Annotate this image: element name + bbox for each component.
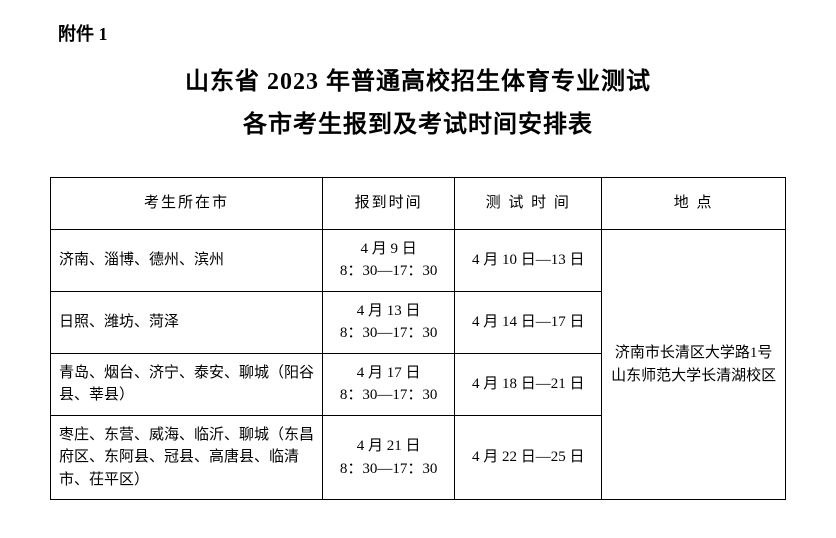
cell-city: 济南、淄博、德州、滨州 (51, 229, 323, 291)
header-city: 考生所在市 (51, 178, 323, 230)
table-row: 济南、淄博、德州、滨州 4 月 9 日 8：30—17：30 4 月 10 日—… (51, 229, 786, 291)
title-line-2: 各市考生报到及考试时间安排表 (50, 104, 786, 147)
cell-test: 4 月 10 日—13 日 (455, 229, 602, 291)
checkin-date: 4 月 21 日 (329, 435, 448, 458)
cell-test: 4 月 22 日—25 日 (455, 415, 602, 500)
checkin-time: 8：30—17：30 (329, 384, 448, 407)
cell-checkin: 4 月 17 日 8：30—17：30 (322, 353, 454, 415)
checkin-date: 4 月 17 日 (329, 362, 448, 385)
checkin-time: 8：30—17：30 (329, 458, 448, 481)
header-checkin: 报到时间 (322, 178, 454, 230)
cell-checkin: 4 月 9 日 8：30—17：30 (322, 229, 454, 291)
cell-test: 4 月 18 日—21 日 (455, 353, 602, 415)
header-test: 测 试 时 间 (455, 178, 602, 230)
checkin-date: 4 月 9 日 (329, 238, 448, 261)
cell-location: 济南市长清区大学路1号山东师范大学长清湖校区 (602, 229, 786, 500)
checkin-time: 8：30—17：30 (329, 260, 448, 283)
checkin-time: 8：30—17：30 (329, 322, 448, 345)
cell-checkin: 4 月 13 日 8：30—17：30 (322, 291, 454, 353)
title-line-1: 山东省 2023 年普通高校招生体育专业测试 (50, 61, 786, 104)
cell-checkin: 4 月 21 日 8：30—17：30 (322, 415, 454, 500)
header-location: 地 点 (602, 178, 786, 230)
table-header-row: 考生所在市 报到时间 测 试 时 间 地 点 (51, 178, 786, 230)
cell-city: 枣庄、东营、威海、临沂、聊城（东昌府区、东阿县、冠县、高唐县、临清市、茌平区） (51, 415, 323, 500)
checkin-date: 4 月 13 日 (329, 300, 448, 323)
schedule-table: 考生所在市 报到时间 测 试 时 间 地 点 济南、淄博、德州、滨州 4 月 9… (50, 177, 786, 500)
attachment-label: 附件 1 (58, 20, 786, 46)
cell-city: 日照、潍坊、菏泽 (51, 291, 323, 353)
cell-city: 青岛、烟台、济宁、泰安、聊城（阳谷县、莘县） (51, 353, 323, 415)
title-block: 山东省 2023 年普通高校招生体育专业测试 各市考生报到及考试时间安排表 (50, 61, 786, 147)
cell-test: 4 月 14 日—17 日 (455, 291, 602, 353)
